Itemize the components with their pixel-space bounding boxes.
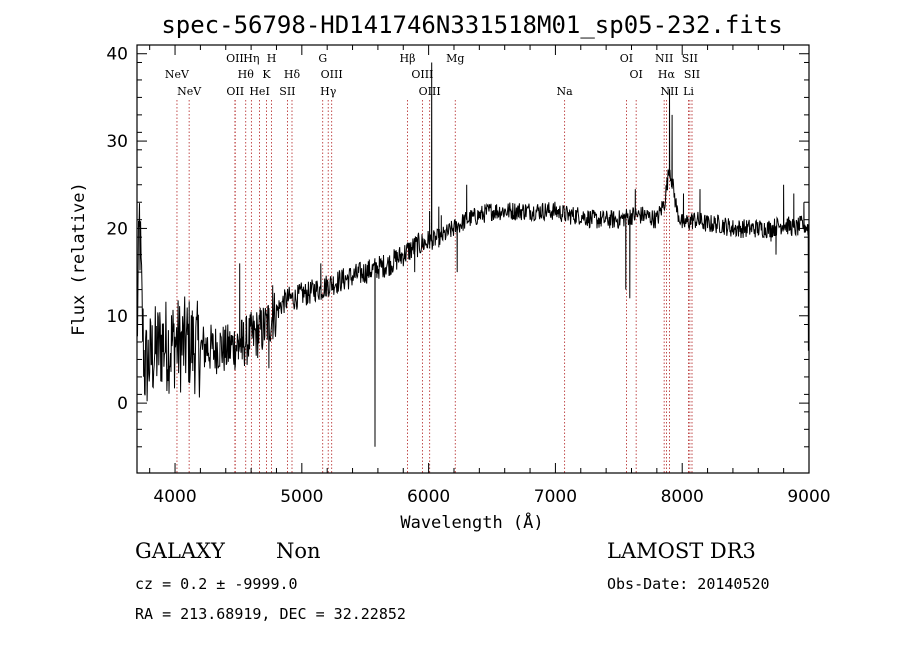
emission-line-label: Hγ [320, 85, 337, 98]
emission-line-label: NeV [165, 68, 190, 81]
y-tick-label: 20 [106, 219, 128, 239]
emission-line-label: Hη [243, 52, 259, 65]
emission-line-label: Hα [658, 68, 676, 81]
emission-line-label: Hβ [399, 52, 415, 65]
emission-line-label: K [262, 68, 271, 81]
axis-ticks: 4000 5000 6000 7000 8000 9000 0 10 20 30 40 [106, 45, 830, 507]
emission-line-label: SII [684, 68, 700, 81]
y-tick-label: 40 [106, 45, 128, 65]
y-tick-label: 10 [106, 307, 128, 327]
coordinates-text: RA = 213.68919, DEC = 32.22852 [135, 605, 406, 623]
object-class: GALAXY [135, 539, 226, 563]
emission-line-label: G [318, 52, 327, 65]
emission-line-label: SII [682, 52, 698, 65]
observation-date: Obs-Date: 20140520 [607, 575, 770, 593]
x-tick-label: 4000 [153, 487, 196, 507]
emission-line-label: Na [557, 85, 574, 98]
emission-line-label: OIII [411, 68, 433, 81]
redshift-text: cz = 0.2 ± -9999.0 [135, 575, 298, 593]
object-subclass: Non [276, 539, 321, 563]
emission-line-label: H [267, 52, 277, 65]
emission-line-label: NeV [177, 85, 202, 98]
spectrum-line [136, 62, 810, 447]
emission-line-label: OI [620, 52, 633, 65]
y-axis-label: Flux (relative) [69, 182, 89, 336]
emission-line-label: HeI [249, 85, 269, 98]
emission-line-label: Hδ [284, 68, 301, 81]
survey-name: LAMOST DR3 [607, 539, 756, 563]
emission-line-label: OIII [419, 85, 441, 98]
emission-line-label: Mg [446, 52, 464, 65]
emission-line-markers [176, 100, 693, 473]
chart-title: spec-56798-HD141746N331518M01_sp05-232.f… [161, 11, 782, 39]
x-tick-label: 5000 [280, 487, 323, 507]
emission-line-label: OII [226, 52, 244, 65]
emission-line-label: NII [655, 52, 673, 65]
emission-line-label: Li [683, 85, 694, 98]
emission-line-label: OII [226, 85, 244, 98]
y-tick-label: 0 [117, 394, 128, 414]
x-tick-label: 9000 [787, 487, 830, 507]
emission-line-label: OIII [321, 68, 343, 81]
y-tick-label: 30 [106, 132, 128, 152]
x-tick-label: 8000 [661, 487, 704, 507]
x-axis-label: Wavelength (Å) [400, 511, 543, 533]
plot-frame [136, 44, 810, 474]
x-tick-label: 7000 [534, 487, 577, 507]
emission-line-label: OI [629, 68, 642, 81]
x-tick-label: 6000 [407, 487, 450, 507]
emission-line-label: SII [279, 85, 295, 98]
emission-line-label: Hθ [238, 68, 255, 81]
